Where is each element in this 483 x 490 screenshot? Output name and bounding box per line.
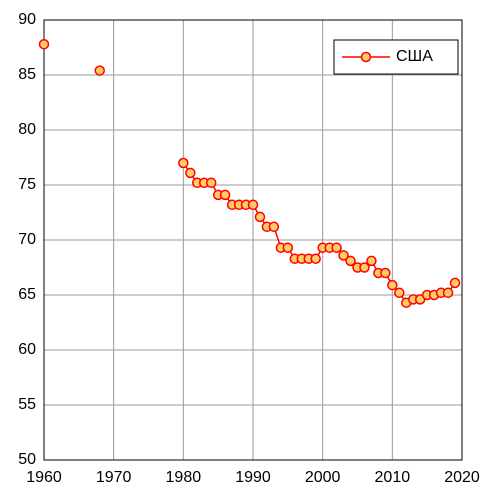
x-tick-label: 1960 [26,469,62,486]
data-point [359,262,370,273]
data-point [282,242,294,253]
y-tick-label: 90 [18,11,36,28]
plot-frame [43,19,463,461]
data-point [94,65,105,76]
data-point [449,277,461,289]
data-point [310,253,321,264]
x-tick-label: 2010 [375,469,411,486]
data-point [38,38,50,50]
data-point [338,250,349,261]
data-point [331,242,342,253]
legend-marker [360,51,372,63]
series-line [182,162,456,304]
x-tick-label: 1990 [235,469,271,486]
y-tick-label: 85 [18,66,36,83]
x-tick-label: 1970 [96,469,132,486]
y-tick-label: 75 [18,176,36,193]
data-point [268,221,280,233]
x-tick-label: 1980 [166,469,202,486]
x-tick-label: 2020 [444,469,480,486]
data-point [185,167,196,179]
x-tick-label: 2000 [305,469,341,486]
data-point [247,199,259,211]
data-point [254,211,266,223]
y-tick-label: 55 [18,396,36,413]
y-tick-label: 60 [18,341,36,358]
data-point [380,267,391,279]
y-tick-label: 80 [18,121,36,138]
data-point [219,189,231,201]
data-point [205,177,217,189]
data-point [442,287,454,299]
data-point [345,255,356,267]
legend-label: США [396,48,433,65]
data-point [366,255,377,267]
data-point [178,157,189,169]
y-tick-label: 50 [18,451,36,468]
data-point [394,287,405,299]
data-point [387,279,398,291]
y-tick-label: 70 [18,231,36,248]
y-tick-label: 65 [18,286,36,303]
